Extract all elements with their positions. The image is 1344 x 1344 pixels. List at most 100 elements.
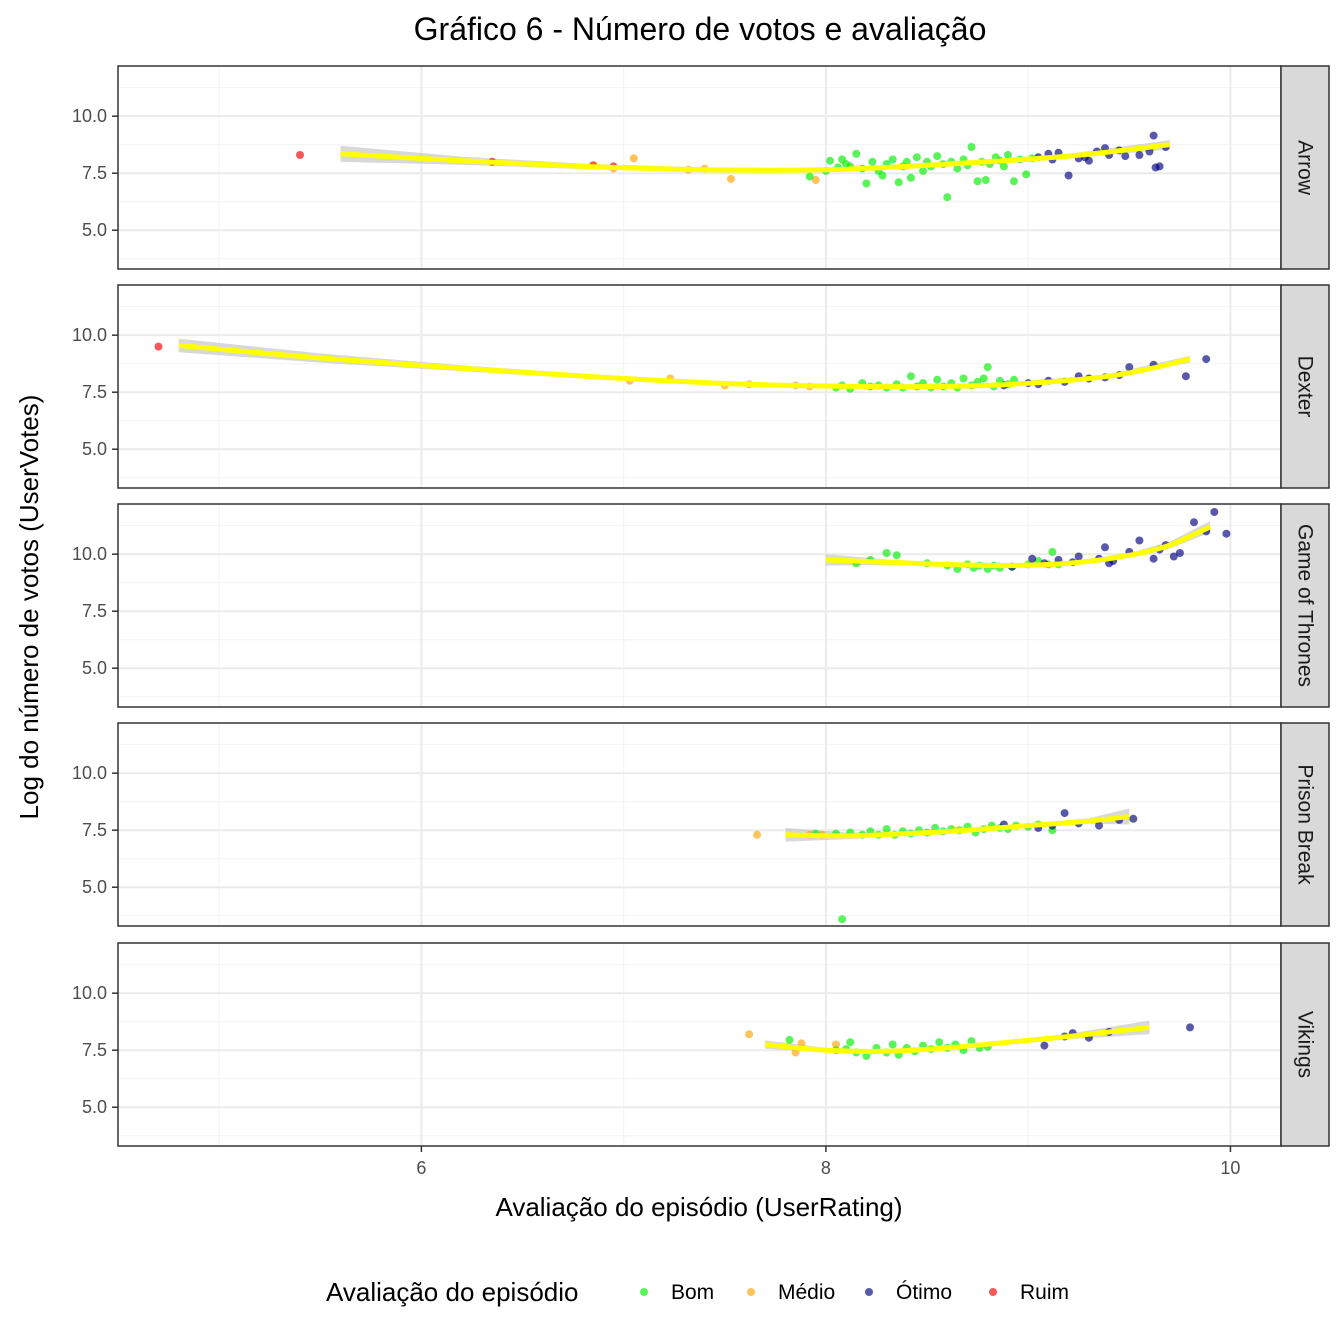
data-point xyxy=(894,178,903,187)
data-point xyxy=(1040,1041,1049,1050)
data-point xyxy=(1022,170,1031,179)
data-point xyxy=(805,172,814,181)
data-point xyxy=(878,171,887,180)
data-point xyxy=(296,151,304,159)
legend-key xyxy=(865,1288,873,1296)
data-point xyxy=(1155,162,1164,171)
data-point xyxy=(906,173,915,182)
data-point xyxy=(933,152,942,161)
data-point xyxy=(846,1038,855,1047)
y-tick-label: 10.0 xyxy=(72,106,107,126)
facet-panel: 5.0 7.5 10.0 Arrow xyxy=(72,65,1330,270)
data-point xyxy=(838,915,847,924)
data-point xyxy=(959,374,968,383)
y-tick-label: 10.0 xyxy=(72,763,107,783)
data-point xyxy=(862,179,871,188)
data-point xyxy=(935,1038,944,1047)
panel-background xyxy=(118,943,1281,1146)
data-point xyxy=(868,157,877,166)
data-point xyxy=(1181,372,1190,381)
facet-strip xyxy=(1280,722,1330,927)
facet-strip xyxy=(1280,284,1330,489)
data-point xyxy=(882,549,891,557)
legend-label: Médio xyxy=(778,1281,835,1304)
panel-background xyxy=(118,723,1281,926)
panel-background xyxy=(118,504,1281,707)
y-tick-label: 7.5 xyxy=(82,820,107,840)
facet-panels: 5.0 7.5 10.0 Arrow 5.0 7.5 10.0 Dexter 5.0 7.5 10.… xyxy=(72,65,1330,1147)
y-tick-label: 7.5 xyxy=(82,382,107,402)
data-point xyxy=(154,342,163,351)
legend-key xyxy=(989,1288,997,1296)
facet-panel: 5.0 7.5 10.0 Dexter xyxy=(72,284,1330,489)
legend-key xyxy=(640,1288,648,1296)
data-point xyxy=(1010,177,1018,186)
facet-strip-label: Arrow xyxy=(1294,140,1317,196)
data-point xyxy=(852,149,861,158)
y-axis-title: Log do número de votos (UserVotes) xyxy=(14,395,44,820)
facet-panel: 5.0 7.5 10.0 Prison Break xyxy=(72,722,1330,927)
smooth-line xyxy=(825,524,1212,569)
legend-label: Bom xyxy=(671,1281,714,1304)
data-point xyxy=(811,176,820,184)
data-point xyxy=(888,1040,897,1049)
facet-panel: 5.0 7.5 10.0 Game of Thrones xyxy=(72,503,1330,708)
data-point xyxy=(726,174,735,183)
data-point xyxy=(973,177,982,186)
y-tick-label: 10.0 xyxy=(72,983,107,1003)
data-point xyxy=(1003,151,1012,159)
data-point xyxy=(797,1039,806,1048)
data-point xyxy=(1125,363,1134,372)
data-point xyxy=(1135,536,1144,545)
facet-strip xyxy=(1280,942,1330,1147)
chart-title: Gráfico 6 - Número de votos e avaliação xyxy=(414,11,987,47)
data-point xyxy=(892,551,901,560)
smooth-line xyxy=(764,1024,1150,1054)
legend-label: Ruim xyxy=(1020,1281,1069,1304)
data-point xyxy=(943,193,952,202)
data-point xyxy=(981,176,990,184)
y-tick-label: 5.0 xyxy=(82,220,107,240)
data-point xyxy=(1060,809,1069,818)
data-point xyxy=(753,830,762,839)
data-point xyxy=(983,363,992,372)
panel-background xyxy=(118,285,1281,488)
y-tick-label: 5.0 xyxy=(82,877,107,897)
data-point xyxy=(1101,543,1109,552)
x-axis: 6 8 10 xyxy=(416,1146,1240,1178)
facet-strip xyxy=(1280,503,1330,708)
data-point xyxy=(1186,1023,1194,1032)
data-point xyxy=(1149,554,1158,563)
data-point xyxy=(1129,814,1138,823)
data-point xyxy=(933,375,942,384)
data-point xyxy=(1202,355,1211,364)
data-point xyxy=(1095,821,1103,830)
data-point xyxy=(791,1048,800,1057)
y-tick-label: 5.0 xyxy=(82,1097,107,1117)
x-axis-title: Avaliação do episódio (UserRating) xyxy=(495,1192,902,1222)
data-point xyxy=(1169,552,1178,561)
data-point xyxy=(1074,552,1083,561)
data-point xyxy=(999,162,1008,171)
x-tick-label: 6 xyxy=(416,1158,426,1178)
data-point xyxy=(1190,518,1198,527)
data-point xyxy=(1084,156,1093,165)
data-point xyxy=(1149,131,1158,140)
data-point xyxy=(979,374,988,383)
facet-strip-label: Vikings xyxy=(1294,1011,1317,1078)
y-tick-label: 5.0 xyxy=(82,439,107,459)
y-tick-label: 5.0 xyxy=(82,658,107,678)
data-point xyxy=(1175,549,1184,557)
data-point xyxy=(1135,151,1144,159)
facet-strip xyxy=(1280,65,1330,270)
y-tick-label: 10.0 xyxy=(72,544,107,564)
data-point xyxy=(967,143,976,151)
smooth-line xyxy=(340,142,1171,173)
data-point xyxy=(745,1030,754,1039)
data-point xyxy=(1210,508,1219,516)
data-point xyxy=(888,155,897,164)
y-tick-label: 10.0 xyxy=(72,325,107,345)
data-point xyxy=(629,154,638,163)
legend-key xyxy=(747,1288,755,1296)
